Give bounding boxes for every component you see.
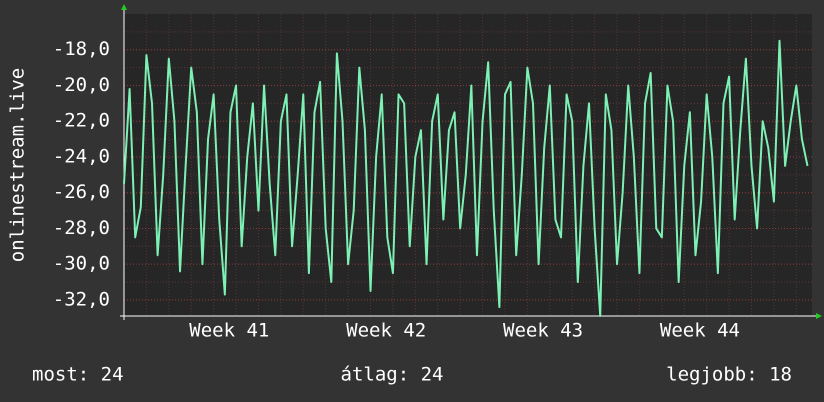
y-tick-label: -22,0 [53, 110, 110, 132]
y-tick-label: -24,0 [53, 145, 110, 167]
stat-current: most: 24 [32, 364, 124, 386]
x-tick-label: Week 41 [189, 320, 269, 342]
y-tick-label: -30,0 [53, 253, 110, 275]
y-tick-label: -26,0 [53, 181, 110, 203]
plot-area [124, 14, 812, 316]
y-tick-label: -28,0 [53, 217, 110, 239]
axis-arrow [816, 313, 822, 319]
x-tick-label: Week 42 [346, 320, 426, 342]
y-tick-label: -18,0 [53, 38, 110, 60]
stat-max: legjobb: 18 [666, 364, 792, 386]
y-axis-label: onlinestream.live [7, 68, 29, 262]
data-line [123, 39, 809, 317]
stat-average: átlag: 24 [341, 364, 444, 386]
x-tick-label: Week 44 [660, 320, 740, 342]
y-tick-label: -20,0 [53, 74, 110, 96]
x-tick-label: Week 43 [503, 320, 583, 342]
axis-arrow [121, 4, 127, 10]
y-tick-label: -32,0 [53, 288, 110, 310]
